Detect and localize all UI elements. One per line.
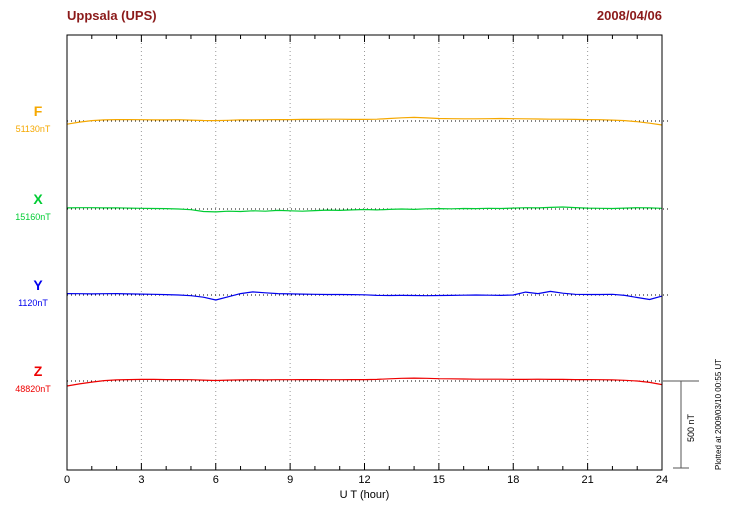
series-baseline-value-Z: 48820nT [15,384,51,394]
trace-X [66,206,663,213]
series-letter-F: F [33,103,43,119]
x-tick-label: 15 [432,474,445,486]
series-baseline-value-Y: 1120nT [18,298,48,308]
date-label: 2008/04/06 [596,8,662,23]
x-axis-title: U T (hour) [339,489,390,501]
x-tick-label: 24 [655,474,669,486]
x-tick-label: 18 [507,474,520,486]
trace-Y [66,290,663,301]
series-baseline-value-F: 51130nT [15,124,51,134]
plot-frame [66,34,663,471]
x-tick-label: 9 [287,474,294,486]
series-letter-Y: Y [33,277,43,293]
station-title: Uppsala (UPS) [67,8,157,23]
series-letter-Z: Z [33,363,43,379]
trace-Z [66,377,663,387]
x-tick-label: 12 [358,474,371,486]
x-tick-label: 21 [581,474,594,486]
plotted-at-label: Plotted at 2009/03/10 00:55 UT [714,358,723,470]
x-tick-label: 3 [138,474,145,486]
trace-F [66,116,663,126]
x-tick-label: 6 [212,474,219,486]
scale-bar-label: 500 nT [686,413,696,442]
series-baseline-value-X: 15160nT [15,212,51,222]
x-tick-label: 0 [63,474,71,486]
series-letter-X: X [33,191,43,207]
